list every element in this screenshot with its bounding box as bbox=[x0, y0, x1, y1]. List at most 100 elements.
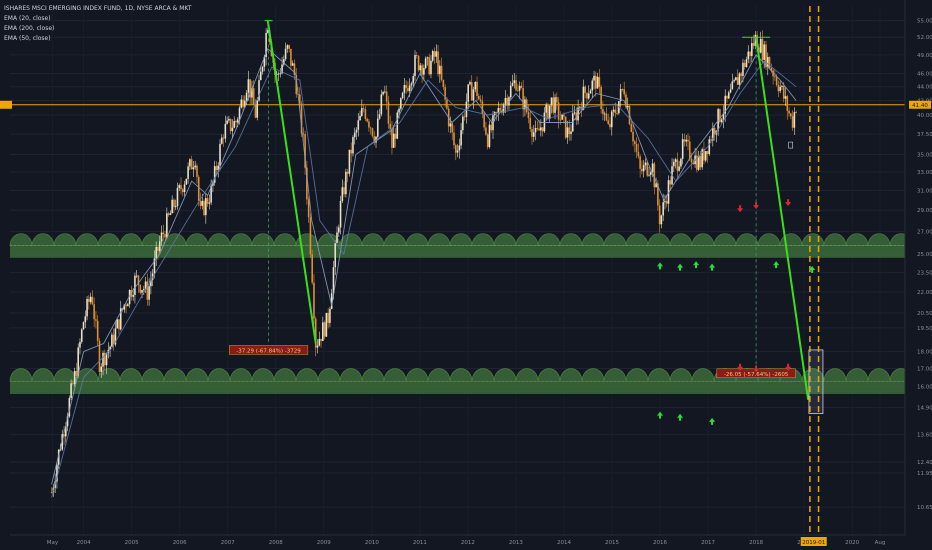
price-tick-label: 12.40 bbox=[917, 460, 932, 466]
candle-body bbox=[690, 158, 693, 163]
candle-body bbox=[727, 92, 730, 99]
support-zone-arc bbox=[647, 368, 671, 382]
candle-body bbox=[148, 286, 150, 300]
candle-body bbox=[720, 119, 723, 123]
candle-body bbox=[683, 139, 686, 142]
projection-line-2 bbox=[755, 37, 810, 400]
candle-body bbox=[664, 201, 666, 203]
candle-body bbox=[777, 84, 780, 92]
candle-body bbox=[329, 308, 331, 323]
candle-body bbox=[634, 141, 636, 144]
candle-body bbox=[699, 156, 702, 168]
candle-body bbox=[770, 68, 773, 71]
support-zone-arc bbox=[163, 368, 187, 382]
candle-body bbox=[408, 85, 411, 92]
candle-body bbox=[517, 90, 519, 92]
candle-body bbox=[142, 289, 145, 290]
candle-body bbox=[749, 51, 751, 56]
support-zone-arc bbox=[823, 368, 847, 382]
candle-body bbox=[639, 156, 641, 169]
candle-body bbox=[235, 121, 237, 123]
candle-body bbox=[288, 45, 290, 49]
time-tick-label: 2007 bbox=[221, 540, 235, 546]
support-zone-arc bbox=[691, 368, 715, 382]
price-tick-label: 40.00 bbox=[917, 113, 932, 119]
candle-body bbox=[178, 185, 181, 188]
candle-body bbox=[373, 136, 376, 143]
candle-body bbox=[442, 79, 445, 88]
candle-body bbox=[747, 51, 750, 60]
support-zone-arc bbox=[273, 233, 297, 247]
candle-body bbox=[181, 189, 184, 193]
support-zone-arc bbox=[515, 368, 539, 382]
candle-body bbox=[660, 215, 663, 225]
price-tick-label: 37.50 bbox=[917, 132, 932, 138]
support-zone-arc bbox=[669, 368, 693, 382]
price-tick-label: 25.00 bbox=[917, 252, 932, 258]
candle-body bbox=[158, 241, 161, 251]
time-tick-label: 2005 bbox=[125, 540, 139, 546]
candle-body bbox=[57, 449, 60, 465]
candle-body bbox=[56, 464, 58, 482]
price-tick-label: 14.90 bbox=[917, 406, 932, 412]
time-axis-bg bbox=[0, 535, 932, 550]
legend-ema-200: EMA (200, close) bbox=[4, 25, 55, 32]
candle-body bbox=[369, 127, 372, 129]
candle-body bbox=[736, 77, 739, 85]
legend-ema-50: EMA (50, close) bbox=[4, 35, 51, 42]
candle-body bbox=[196, 165, 198, 177]
candle-body bbox=[531, 129, 533, 137]
price-tick-label: 35.00 bbox=[917, 153, 932, 159]
candle-body bbox=[685, 139, 688, 142]
candle-body bbox=[547, 104, 549, 119]
candle-body bbox=[759, 38, 762, 53]
candle-body bbox=[460, 130, 462, 146]
candle-body bbox=[626, 106, 629, 108]
candle-body bbox=[456, 150, 459, 153]
candle-body bbox=[100, 366, 103, 372]
candle-body bbox=[428, 57, 430, 75]
candle-body bbox=[703, 149, 705, 161]
candle-body bbox=[378, 114, 381, 119]
candle-body bbox=[710, 139, 712, 141]
support-zone-arc bbox=[185, 233, 209, 247]
support-zone-arc bbox=[845, 233, 869, 247]
support-zone-arc bbox=[735, 233, 759, 247]
candle-body bbox=[538, 128, 540, 131]
candle-body bbox=[731, 81, 734, 90]
candle-body bbox=[240, 99, 243, 108]
time-tick-label: May bbox=[47, 540, 59, 546]
candle-body bbox=[527, 112, 530, 118]
candle-body bbox=[316, 345, 319, 348]
sell-arrow bbox=[753, 202, 760, 210]
support-zone-arc bbox=[361, 233, 385, 247]
support-zone-arc bbox=[317, 368, 341, 382]
candle-body bbox=[141, 289, 143, 293]
candle-body bbox=[541, 127, 544, 132]
candle-body bbox=[529, 117, 532, 130]
current-price-badge bbox=[909, 100, 931, 109]
legend-ema-20: EMA (20, close) bbox=[4, 15, 51, 22]
price-tick-label: 23.50 bbox=[917, 271, 932, 277]
support-zone-arc bbox=[559, 233, 583, 247]
candle-body bbox=[387, 101, 390, 124]
candle-body bbox=[80, 329, 83, 342]
candle-body bbox=[213, 166, 216, 183]
candle-body bbox=[779, 86, 781, 92]
candle-body bbox=[584, 86, 586, 93]
buy-arrow bbox=[709, 417, 716, 425]
candle-body bbox=[391, 128, 393, 148]
candle-body bbox=[697, 156, 700, 170]
candle-body bbox=[89, 296, 92, 303]
candle-body bbox=[341, 187, 344, 201]
support-zone-arc bbox=[493, 368, 517, 382]
candle-body bbox=[171, 199, 173, 214]
candle-body bbox=[407, 87, 409, 92]
price-tick-label: 55.00 bbox=[917, 19, 932, 25]
candle-body bbox=[669, 180, 672, 185]
candle-body bbox=[392, 133, 395, 148]
candle-body bbox=[199, 200, 202, 206]
current-price-badge-left bbox=[0, 100, 12, 109]
